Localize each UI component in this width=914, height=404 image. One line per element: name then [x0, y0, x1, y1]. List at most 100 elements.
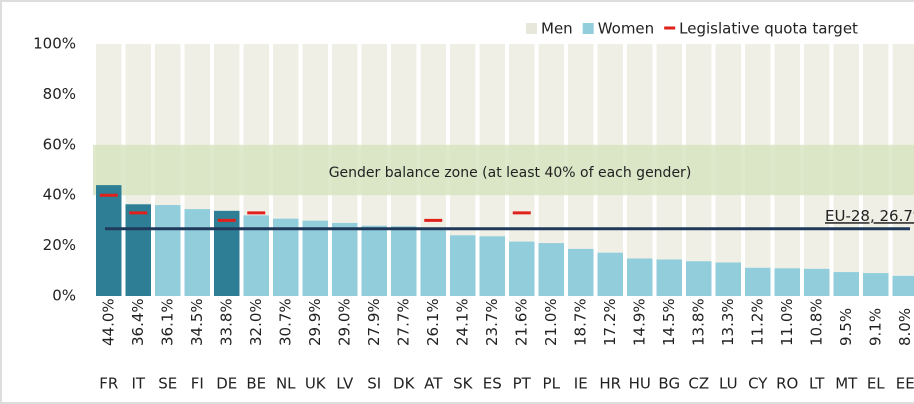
bar-women	[479, 236, 505, 296]
y-tick-label: 40%	[43, 186, 76, 204]
bar-women	[597, 252, 623, 296]
value-label: 29.0%	[335, 298, 353, 346]
value-label: 10.8%	[807, 298, 825, 346]
x-tick-label: NL	[276, 375, 296, 393]
bar-men	[509, 44, 535, 242]
bar-women	[804, 268, 830, 296]
value-label: 11.0%	[778, 298, 796, 346]
x-tick-label: HU	[629, 375, 651, 393]
bar-women	[568, 248, 594, 296]
bar-men	[420, 44, 446, 231]
x-tick-label: UK	[305, 375, 327, 393]
value-label: 18.7%	[571, 298, 589, 346]
bar-women	[745, 267, 771, 296]
bar-women	[892, 275, 914, 296]
bar-women	[361, 225, 387, 296]
x-tick-label: EE	[896, 375, 914, 393]
value-label: 21.0%	[542, 298, 560, 346]
value-label: 23.7%	[483, 298, 501, 346]
bar-women	[420, 230, 446, 296]
value-label: 9.1%	[866, 308, 884, 346]
x-tick-label: DK	[393, 375, 416, 393]
x-tick-label: SK	[453, 375, 474, 393]
bar-women	[302, 220, 328, 296]
bar-men	[391, 44, 417, 227]
bar-men	[332, 44, 358, 223]
value-label: 17.2%	[601, 298, 619, 346]
value-label: 34.5%	[188, 298, 206, 346]
bar-women	[656, 259, 682, 296]
value-label: 13.8%	[689, 298, 707, 346]
value-label: 9.5%	[837, 308, 855, 346]
bar-women	[509, 241, 535, 296]
value-label: 27.7%	[394, 298, 412, 346]
x-tick-label: RO	[776, 375, 798, 393]
value-label: 8.0%	[896, 308, 914, 346]
y-tick-label: 60%	[43, 135, 76, 153]
x-tick-label: SE	[158, 375, 177, 393]
value-label: 21.6%	[512, 298, 530, 346]
value-label: 11.2%	[748, 298, 766, 346]
value-label: 29.9%	[306, 298, 324, 346]
x-tick-label: LV	[336, 375, 354, 393]
bar-men	[450, 44, 476, 236]
bar-women	[214, 210, 240, 296]
x-tick-label: BE	[246, 375, 266, 393]
value-label: 44.0%	[99, 298, 117, 346]
y-tick-label: 0%	[52, 287, 76, 305]
bar-women	[273, 218, 299, 296]
bar-women	[450, 235, 476, 296]
value-label: 36.1%	[158, 298, 176, 346]
x-tick-label: AT	[424, 375, 443, 393]
x-tick-label: ES	[483, 375, 502, 393]
legend-label: Men	[541, 20, 573, 38]
bar-women	[686, 261, 712, 296]
balance-zone	[93, 144, 914, 196]
zone-label: Gender balance zone (at least 40% of eac…	[329, 165, 692, 181]
legend-swatch	[582, 23, 594, 34]
y-tick-label: 20%	[43, 236, 76, 254]
value-label: 33.8%	[217, 298, 235, 346]
bar-men	[361, 44, 387, 226]
x-tick-label: EL	[867, 375, 885, 393]
bar-women	[774, 268, 800, 296]
x-tick-label: PL	[543, 375, 561, 393]
x-tick-label: FI	[191, 375, 204, 393]
x-tick-label: IT	[131, 375, 145, 393]
bar-women	[332, 222, 358, 296]
bar-women	[96, 185, 122, 296]
x-tick-label: IE	[574, 375, 588, 393]
value-label: 14.5%	[660, 298, 678, 346]
bar-women	[391, 226, 417, 296]
value-label: 24.1%	[453, 298, 471, 346]
bar-women	[538, 243, 564, 296]
x-tick-label: MT	[835, 375, 858, 393]
value-label: 32.0%	[247, 298, 265, 346]
x-tick-label: SI	[367, 375, 381, 393]
bar-women	[715, 262, 741, 296]
bar-men	[479, 44, 505, 237]
y-tick-label: 80%	[43, 85, 76, 103]
legend-label: Women	[598, 20, 654, 38]
x-tick-label: CZ	[688, 375, 709, 393]
x-tick-label: LT	[809, 375, 825, 393]
x-tick-label: DE	[216, 375, 237, 393]
x-tick-label: LU	[719, 375, 738, 393]
value-label: 27.9%	[365, 298, 383, 346]
y-tick-label: 100%	[33, 35, 76, 53]
bar-women	[833, 272, 859, 296]
bar-women	[863, 273, 889, 296]
x-tick-label: HR	[599, 375, 621, 393]
bar-women	[184, 209, 210, 296]
value-label: 13.3%	[719, 298, 737, 346]
x-tick-label: PT	[513, 375, 532, 393]
value-label: 26.1%	[424, 298, 442, 346]
x-tick-label: BG	[658, 375, 680, 393]
bar-women	[155, 205, 181, 296]
legend-label: Legislative quota target	[679, 20, 858, 38]
x-tick-label: FR	[99, 375, 118, 393]
eu-average-label: EU-28, 26.7%	[825, 207, 914, 225]
value-label: 36.4%	[129, 298, 147, 346]
bar-women	[627, 258, 653, 296]
